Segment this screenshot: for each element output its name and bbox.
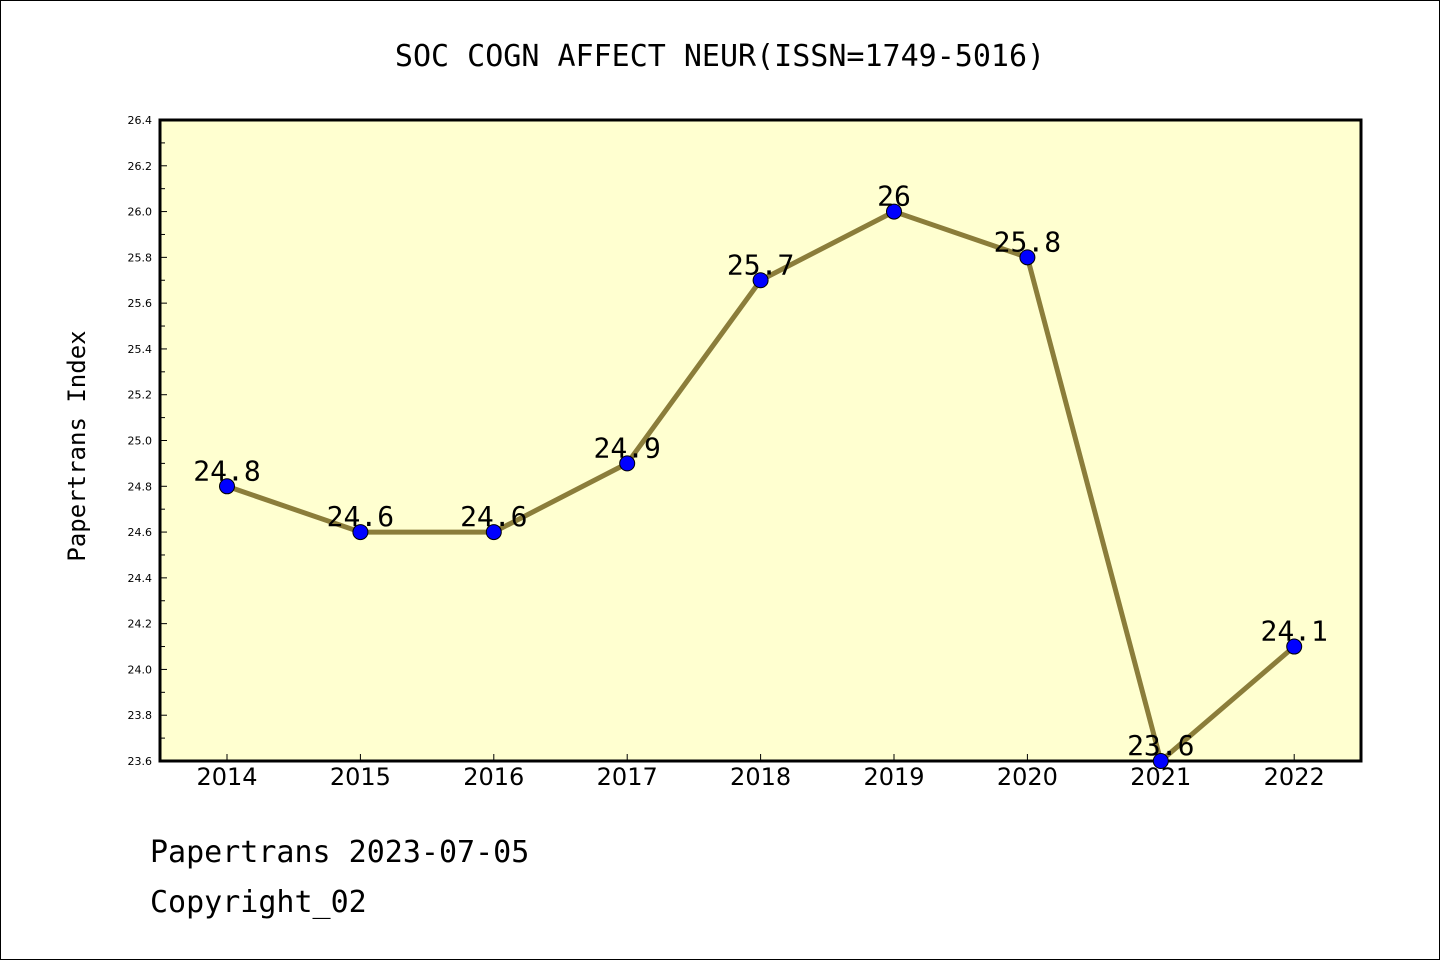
y-tick-label: 26.4 (128, 114, 153, 127)
y-tick-label: 25.8 (128, 251, 153, 264)
data-point (219, 478, 235, 495)
data-label: 24.8 (193, 454, 260, 487)
y-tick-label: 25.4 (128, 343, 153, 356)
data-label: 24.6 (460, 500, 527, 533)
data-point (1152, 753, 1169, 769)
x-tick-label: 2020 (997, 763, 1058, 791)
y-axis-ticks: 23.6 23.8 24.0 24.2 24.4 24.6 24.8 25.0 25.2 25.4… (128, 114, 167, 768)
y-tick-label: 24.0 (128, 663, 153, 676)
data-point (352, 524, 369, 541)
y-tick-label: 26.2 (128, 160, 153, 173)
chart-title: SOC COGN AFFECT NEUR(ISSN=1749-5016) (395, 39, 1045, 74)
y-tick-label: 24.4 (128, 572, 153, 585)
data-label: 23.6 (1127, 729, 1194, 762)
x-tick-label: 2017 (597, 763, 658, 791)
y-tick-label: 23.8 (128, 709, 153, 722)
y-tick-label: 26.0 (128, 206, 153, 219)
footer-date-text: Papertrans 2023-07-05 (150, 835, 530, 870)
x-tick-label: 2022 (1264, 763, 1325, 791)
data-point (886, 203, 902, 220)
data-label: 26 (877, 180, 911, 213)
x-tick-label: 2018 (730, 763, 791, 791)
x-axis-ticks: 2014 2015 2016 2017 2018 2019 2020 2021 2022 (196, 754, 1325, 791)
data-point (1286, 638, 1303, 655)
y-tick-label: 24.8 (128, 480, 153, 493)
y-tick-label: 25.0 (128, 435, 153, 448)
data-label: 24.1 (1260, 615, 1327, 648)
x-tick-label: 2015 (330, 763, 391, 791)
y-axis-label: Papertrans Index (63, 330, 91, 561)
y-tick-label: 25.2 (128, 389, 153, 402)
series-group: 24.8 24.6 24.6 24.9 25.7 26 25.8 23.6 24.1 (193, 180, 1328, 769)
y-tick-label: 24.6 (128, 526, 153, 539)
x-tick-label: 2014 (196, 763, 257, 791)
footer-copyright-text: Copyright_02 (150, 885, 367, 920)
data-point (619, 455, 636, 472)
data-point (752, 272, 769, 289)
y-tick-label: 23.6 (128, 755, 153, 768)
plot-area (158, 118, 1363, 763)
data-label: 24.6 (327, 500, 394, 533)
data-label: 25.7 (727, 248, 794, 281)
data-label: 25.8 (994, 225, 1061, 258)
data-point (485, 524, 502, 541)
y-tick-label: 25.6 (128, 297, 153, 310)
data-point (1019, 249, 1036, 266)
x-tick-label: 2016 (463, 763, 524, 791)
x-tick-label: 2019 (863, 763, 924, 791)
y-tick-label: 24.2 (128, 618, 153, 631)
data-label: 24.9 (593, 431, 660, 464)
